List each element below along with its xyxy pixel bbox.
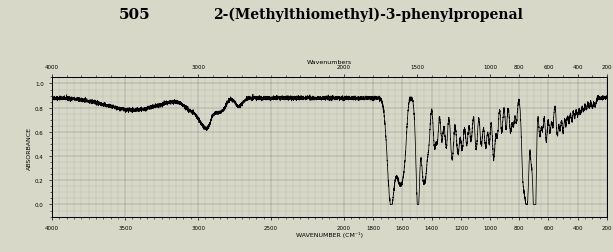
Text: 505: 505	[119, 8, 151, 21]
X-axis label: WAVENUMBER (CM⁻¹): WAVENUMBER (CM⁻¹)	[296, 231, 363, 237]
X-axis label: Wavenumbers: Wavenumbers	[307, 59, 352, 65]
Y-axis label: ABSORBANCE: ABSORBANCE	[27, 126, 32, 169]
Text: 2-(Methylthiomethyl)-3-phenylpropenal: 2-(Methylthiomethyl)-3-phenylpropenal	[213, 8, 523, 22]
